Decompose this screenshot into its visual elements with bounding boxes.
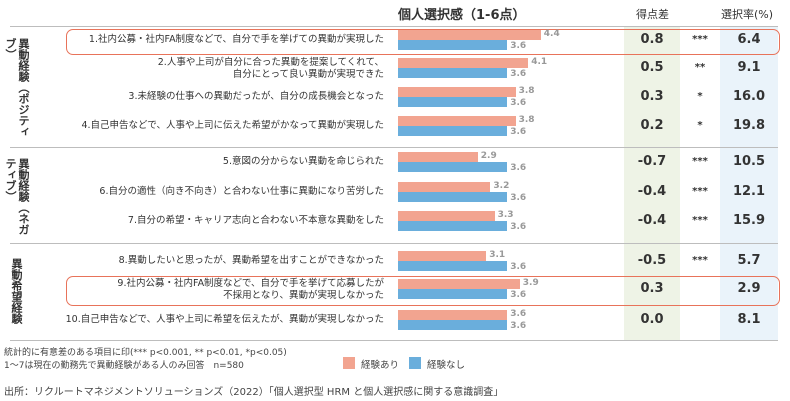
diff-header: 得点差 bbox=[636, 8, 669, 21]
significance-note: 統計的に有意差のある項目に印(*** p<0.001, ** p<0.01, *… bbox=[4, 348, 287, 358]
legend-swatch-without bbox=[409, 357, 421, 369]
legend-label-with: 経験あり bbox=[361, 360, 400, 371]
value-label-with: 4.4 bbox=[543, 29, 560, 39]
bar-without-transfer bbox=[398, 126, 508, 136]
significance-mark: *** bbox=[692, 186, 708, 197]
bar-with-transfer bbox=[398, 279, 520, 289]
bar-without-transfer bbox=[398, 320, 508, 330]
group-label-negative: 異動経験（ネガティブ） bbox=[4, 158, 30, 235]
bar-with-transfer bbox=[398, 58, 529, 68]
bar-with-transfer bbox=[398, 310, 508, 320]
value-label-with: 3.8 bbox=[518, 86, 535, 96]
score-difference: 0.3 bbox=[640, 89, 664, 104]
score-difference: -0.4 bbox=[637, 184, 667, 199]
value-label-without: 3.6 bbox=[510, 163, 527, 173]
significance-mark: *** bbox=[692, 34, 708, 45]
selection-rate: 15.9 bbox=[732, 213, 766, 228]
selection-rate: 8.1 bbox=[737, 312, 761, 327]
bar-without-transfer bbox=[398, 192, 508, 202]
group-separator bbox=[10, 243, 778, 244]
bar-with-transfer bbox=[398, 251, 487, 261]
significance-mark: *** bbox=[692, 255, 708, 266]
bar-without-transfer bbox=[398, 221, 508, 231]
selection-rate: 10.5 bbox=[732, 154, 766, 169]
score-difference: -0.4 bbox=[637, 213, 667, 228]
diff-column-background bbox=[624, 26, 680, 340]
significance-mark: *** bbox=[692, 215, 708, 226]
value-label-without: 3.6 bbox=[510, 222, 527, 232]
chart-title: 個人選択感（1-6点） bbox=[398, 8, 526, 23]
bar-with-transfer bbox=[398, 30, 541, 40]
value-label-with: 3.8 bbox=[518, 115, 535, 125]
group-separator bbox=[10, 340, 778, 341]
value-label-with: 3.2 bbox=[493, 181, 510, 191]
bar-without-transfer bbox=[398, 40, 508, 50]
highlight-row-1 bbox=[66, 29, 780, 55]
selection-rate: 6.4 bbox=[737, 32, 761, 47]
bar-with-transfer bbox=[398, 87, 516, 97]
significance-mark: ** bbox=[694, 62, 706, 73]
score-difference: 0.3 bbox=[640, 281, 664, 296]
highlight-row-9 bbox=[66, 276, 780, 306]
source-note: 出所：リクルートマネジメントソリューションズ（2022）「個人選択型 HRM と… bbox=[4, 387, 504, 398]
row-label: 10.自己申告などで、人事や上司に希望を伝えたが、異動が実現しなかった bbox=[65, 314, 384, 325]
score-difference: 0.5 bbox=[640, 60, 664, 75]
row-label: 4.自己申告などで、人事や上司に伝えた希望がかなって異動が実現した bbox=[81, 120, 384, 131]
row-label: 6.自分の適性（向き不向き）と合わない仕事に異動になり苦労した bbox=[99, 186, 384, 197]
rate-column-background bbox=[720, 26, 778, 340]
legend-swatch-with bbox=[343, 357, 355, 369]
value-label-with: 3.1 bbox=[489, 250, 506, 260]
selection-rate: 2.9 bbox=[737, 281, 761, 296]
value-label-without: 3.6 bbox=[510, 193, 527, 203]
value-label-with: 4.1 bbox=[531, 57, 548, 67]
value-label-with: 2.9 bbox=[480, 151, 497, 161]
significance-mark: * bbox=[697, 91, 703, 102]
value-label-with: 3.6 bbox=[510, 309, 527, 319]
value-label-without: 3.6 bbox=[510, 127, 527, 137]
significance-mark: * bbox=[697, 120, 703, 131]
value-label-without: 3.6 bbox=[510, 69, 527, 79]
bar-without-transfer bbox=[398, 289, 508, 299]
value-label-without: 3.6 bbox=[510, 41, 527, 51]
selection-rate: 16.0 bbox=[732, 89, 766, 104]
row-label: 8.異動したいと思ったが、異動希望を出すことができなかった bbox=[118, 255, 384, 266]
group-label-positive: 異動経験（ポジティブ） bbox=[4, 38, 30, 137]
bar-without-transfer bbox=[398, 162, 508, 172]
score-difference: 0.0 bbox=[640, 312, 664, 327]
value-label-without: 3.6 bbox=[510, 98, 527, 108]
value-label-with: 3.9 bbox=[522, 278, 539, 288]
bar-without-transfer bbox=[398, 97, 508, 107]
sample-note: 1～7は現在の勤務先で異動経験がある人のみ回答 n=580 bbox=[4, 361, 244, 371]
row-label: 9.社内公募・社内FA制度などで、自分で手を挙げて応募したが 不採用となり、異動が… bbox=[117, 278, 384, 301]
score-difference: 0.2 bbox=[640, 118, 664, 133]
row-label: 1.社内公募・社内FA制度などで、自分で手を挙げての異動が実現した bbox=[88, 34, 384, 45]
score-difference: -0.5 bbox=[637, 253, 667, 268]
row-label: 7.自分の希望・キャリア志向と合わない不本意な異動をした bbox=[127, 215, 384, 226]
row-label: 2.人事や上司が自分に合った異動を提案してくれて、 自分にとって良い異動が実現でき… bbox=[157, 57, 384, 80]
group-label-request: 異動希望経験 bbox=[10, 258, 23, 324]
selection-rate: 9.1 bbox=[737, 60, 761, 75]
significance-mark: *** bbox=[692, 156, 708, 167]
row-label: 5.意図の分からない異動を命じられた bbox=[222, 156, 384, 167]
value-label-with: 3.3 bbox=[497, 210, 514, 220]
bar-without-transfer bbox=[398, 261, 508, 271]
value-label-without: 3.6 bbox=[510, 262, 527, 272]
bar-with-transfer bbox=[398, 116, 516, 126]
bar-with-transfer bbox=[398, 152, 478, 162]
selection-rate: 12.1 bbox=[732, 184, 766, 199]
score-difference: 0.8 bbox=[640, 32, 664, 47]
value-label-without: 3.6 bbox=[510, 321, 527, 331]
row-label: 3.未経験の仕事への異動だったが、自分の成長機会となった bbox=[128, 91, 384, 102]
bar-with-transfer bbox=[398, 211, 495, 221]
bar-without-transfer bbox=[398, 68, 508, 78]
selection-rate: 5.7 bbox=[737, 253, 761, 268]
group-separator bbox=[10, 147, 778, 148]
rate-header: 選択率(%) bbox=[721, 8, 774, 21]
selection-rate: 19.8 bbox=[732, 118, 766, 133]
legend-label-without: 経験なし bbox=[427, 360, 466, 371]
score-difference: -0.7 bbox=[637, 154, 667, 169]
value-label-without: 3.6 bbox=[510, 290, 527, 300]
group-separator bbox=[10, 26, 778, 27]
bar-with-transfer bbox=[398, 182, 491, 192]
